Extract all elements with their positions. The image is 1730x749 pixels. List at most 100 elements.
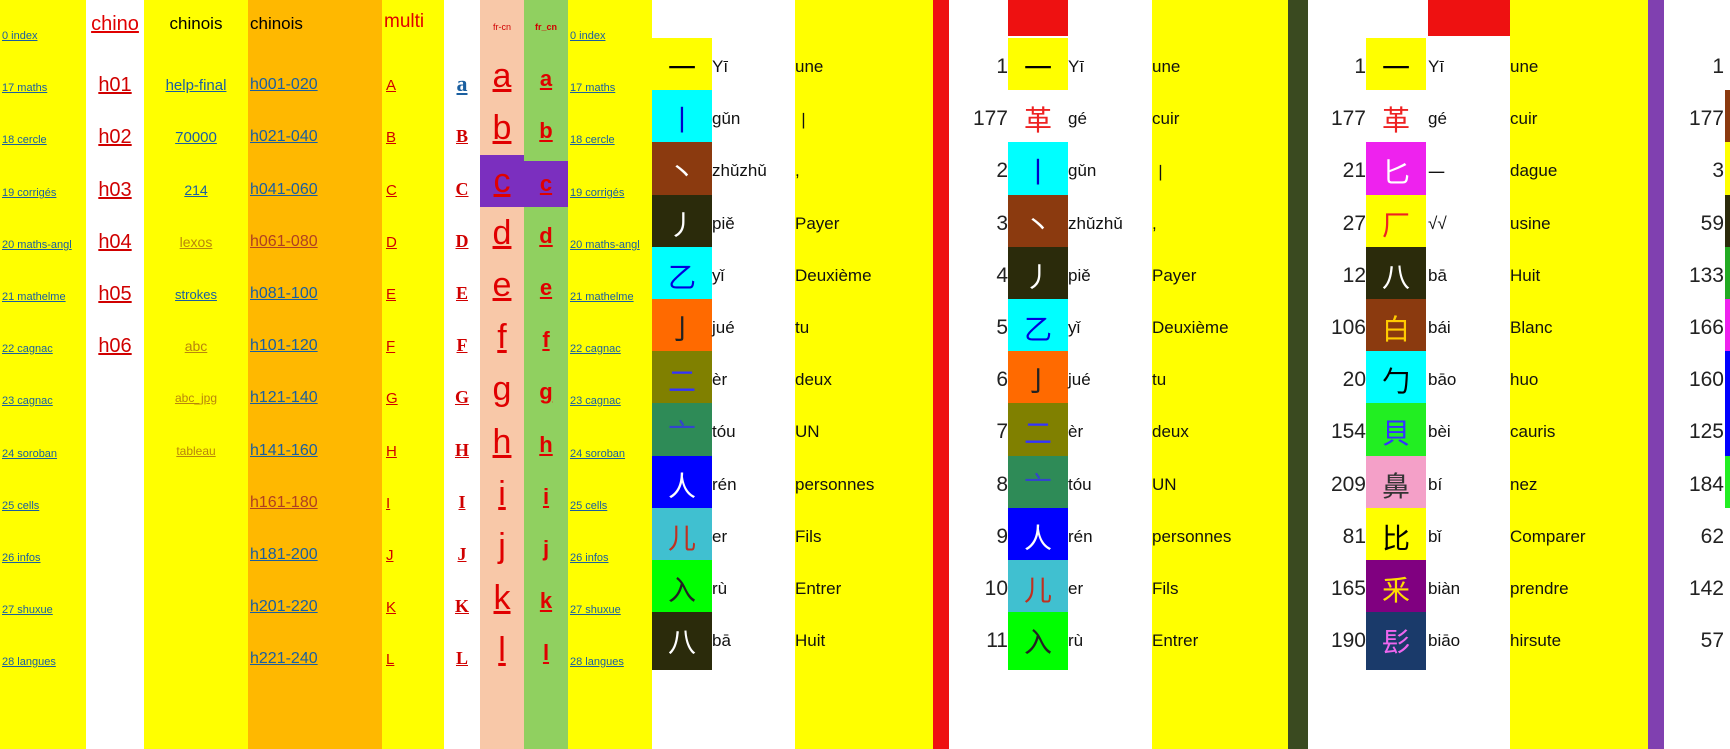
frcn2-link[interactable]: l <box>542 640 550 665</box>
multi-upper-alt-link[interactable]: L <box>455 647 468 668</box>
frcn2-link[interactable]: k <box>539 588 553 613</box>
chinois-link[interactable]: 214 <box>184 182 208 198</box>
index-link[interactable]: 18 cercle <box>2 134 47 146</box>
multi-upper-alt-link[interactable]: K <box>454 595 469 616</box>
index2-link[interactable]: 21 mathelme <box>570 291 634 303</box>
index-link[interactable]: 20 maths-angl <box>2 239 72 251</box>
multi-upper-alt-link[interactable]: J <box>457 543 467 564</box>
index2-link[interactable]: 17 maths <box>570 82 616 94</box>
index2-link[interactable]: 23 cagnac <box>570 395 621 407</box>
index-link[interactable]: 27 shuxue <box>2 604 53 616</box>
range-link[interactable]: h201-220 <box>250 598 318 615</box>
range-link[interactable]: h101-120 <box>250 337 318 354</box>
multi-upper-link[interactable]: I <box>386 494 391 512</box>
frcn-link[interactable]: d <box>492 213 512 252</box>
chino-link[interactable]: h04 <box>98 230 132 253</box>
range-link[interactable]: h181-200 <box>250 546 318 563</box>
index-link[interactable]: 22 cagnac <box>2 343 53 355</box>
frcn-link[interactable]: a <box>492 56 512 95</box>
index-link[interactable]: 21 mathelme <box>2 291 66 303</box>
multi-upper-link[interactable]: D <box>386 233 397 251</box>
multi-upper-link[interactable]: E <box>386 285 397 303</box>
multi-upper-alt-link[interactable]: H <box>454 439 469 460</box>
frcn-link[interactable]: h <box>492 422 512 461</box>
range-link[interactable]: h161-180 <box>250 494 318 511</box>
multi-upper-link[interactable]: H <box>386 442 397 460</box>
chinois-link[interactable]: lexos <box>179 234 213 250</box>
multi-lower-link[interactable]: a <box>456 71 468 96</box>
chino-header[interactable]: chino <box>91 12 139 35</box>
index-link[interactable]: 26 infos <box>2 552 41 564</box>
index-link[interactable]: 24 soroban <box>2 448 58 460</box>
index-link[interactable]: 0 index <box>2 30 38 42</box>
frcn2-link[interactable]: d <box>539 223 553 248</box>
range-link[interactable]: h121-140 <box>250 389 318 406</box>
frcn-link[interactable]: e <box>492 265 512 304</box>
index2-link[interactable]: 20 maths-angl <box>570 239 640 251</box>
chino-link[interactable]: h03 <box>98 178 132 201</box>
index-link[interactable]: 28 langues <box>2 656 56 668</box>
index-link[interactable]: 19 corrigés <box>2 187 57 199</box>
chino-link[interactable]: h02 <box>98 125 132 148</box>
index2-link[interactable]: 25 cells <box>570 500 608 512</box>
index2-link[interactable]: 18 cercle <box>570 134 615 146</box>
index2-link[interactable]: 0 index <box>570 30 606 42</box>
multi-upper-alt-link[interactable]: C <box>455 178 469 199</box>
chino-link[interactable]: h05 <box>98 282 132 305</box>
frcn2-link[interactable]: c <box>524 161 568 207</box>
multi-upper-link[interactable]: L <box>386 650 395 668</box>
multi-upper-link[interactable]: G <box>386 389 398 407</box>
index-link[interactable]: 23 cagnac <box>2 395 53 407</box>
index2-link[interactable]: 19 corrigés <box>570 187 625 199</box>
index2-link[interactable]: 27 shuxue <box>570 604 621 616</box>
chinois-link[interactable]: abc <box>184 338 208 354</box>
chinois-link[interactable]: 70000 <box>175 128 217 146</box>
chinois-link[interactable]: abc_jpg <box>174 391 218 405</box>
frcn-link[interactable]: k <box>493 578 511 617</box>
chinois-link[interactable]: strokes <box>175 286 217 302</box>
multi-upper-link[interactable]: C <box>386 181 397 199</box>
range-link[interactable]: h221-240 <box>250 650 318 667</box>
range-link[interactable]: h081-100 <box>250 285 318 302</box>
frcn-link[interactable]: c <box>480 155 524 207</box>
multi-upper-alt-link[interactable]: I <box>458 491 466 512</box>
multi-upper-link[interactable]: J <box>386 546 394 564</box>
range-link[interactable]: h061-080 <box>250 233 318 250</box>
chinois-link[interactable]: help-final <box>165 76 227 94</box>
frcn2-link[interactable]: j <box>542 536 550 561</box>
frcn-link[interactable]: b <box>492 108 512 147</box>
multi-upper-alt-link[interactable]: E <box>455 282 468 303</box>
frcn-link[interactable]: l <box>498 630 506 669</box>
chino-link[interactable]: h06 <box>98 334 132 357</box>
multi-upper-link[interactable]: A <box>386 76 397 94</box>
range-link[interactable]: h001-020 <box>250 76 318 93</box>
multi-upper-alt-link[interactable]: B <box>455 125 468 146</box>
index2-link[interactable]: 24 soroban <box>570 448 626 460</box>
frcn2-link[interactable]: f <box>542 327 550 352</box>
frcn2-link[interactable]: a <box>539 66 553 91</box>
multi-upper-alt-link[interactable]: F <box>456 334 468 355</box>
frcn2-link[interactable]: h <box>539 432 553 457</box>
multi-upper-alt-link[interactable]: G <box>454 386 469 407</box>
multi-upper-link[interactable]: B <box>386 128 397 146</box>
frcn-link[interactable]: j <box>498 526 506 565</box>
chino-link[interactable]: h01 <box>98 73 132 96</box>
frcn2-link[interactable]: g <box>539 379 553 404</box>
range-link[interactable]: h021-040 <box>250 128 318 145</box>
index-link[interactable]: 17 maths <box>2 82 48 94</box>
multi-upper-link[interactable]: K <box>386 598 397 616</box>
frcn2-link[interactable]: b <box>539 118 553 143</box>
index-link[interactable]: 25 cells <box>2 500 40 512</box>
frcn2-link[interactable]: e <box>539 275 553 300</box>
chinois-link[interactable]: tableau <box>176 444 216 458</box>
frcn-link[interactable]: g <box>492 369 512 408</box>
frcn2-link[interactable]: i <box>542 484 550 509</box>
range-link[interactable]: h041-060 <box>250 181 318 198</box>
range-link[interactable]: h141-160 <box>250 442 318 459</box>
frcn-link[interactable]: i <box>498 474 506 513</box>
multi-upper-alt-link[interactable]: D <box>455 230 469 251</box>
index2-link[interactable]: 26 infos <box>570 552 609 564</box>
index2-link[interactable]: 22 cagnac <box>570 343 621 355</box>
frcn-link[interactable]: f <box>497 317 507 356</box>
multi-upper-link[interactable]: F <box>386 337 396 355</box>
